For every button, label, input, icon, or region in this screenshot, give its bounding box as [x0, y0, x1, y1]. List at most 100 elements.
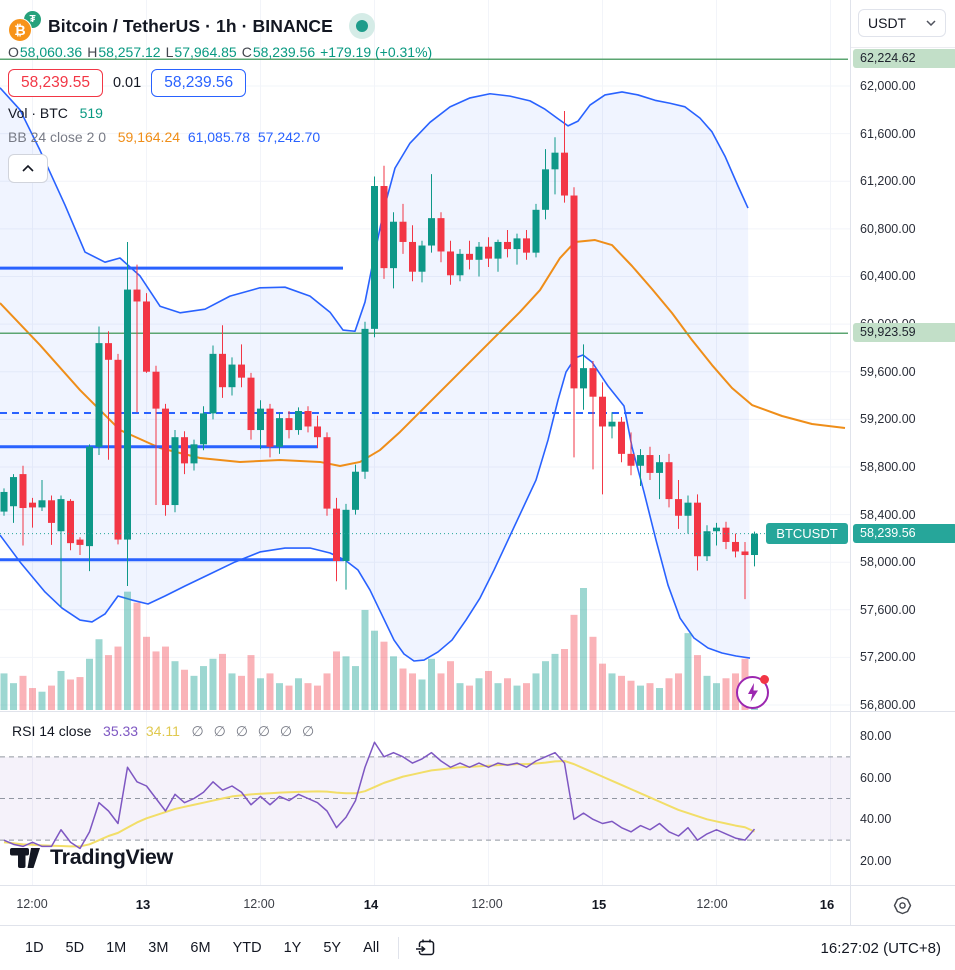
candle-body [342, 509, 350, 561]
change-value: +179.19 (+0.31%) [320, 44, 433, 60]
range-button-6m[interactable]: 6M [190, 940, 211, 956]
goto-date-button[interactable] [407, 934, 444, 962]
currency-dropdown[interactable]: USDT [858, 9, 946, 37]
buy-price-button[interactable]: 58,239.56 [151, 69, 247, 97]
open-value: 58,060.36 [19, 44, 83, 60]
range-button-5y[interactable]: 5Y [323, 940, 342, 956]
range-button-1d[interactable]: 1D [25, 940, 44, 956]
volume-bar [124, 591, 131, 710]
candle-body [333, 508, 340, 561]
range-button-1m[interactable]: 1M [106, 940, 127, 956]
volume-bar [466, 685, 473, 710]
candle-body [599, 396, 606, 427]
price-axis-label: 58,000.00 [860, 555, 916, 570]
market-status-dot[interactable] [348, 13, 375, 39]
price-axis-label: 60,400.00 [860, 269, 916, 284]
volume-bar [722, 678, 730, 710]
instant-trade-button[interactable] [736, 675, 769, 709]
candle-body [437, 218, 445, 252]
candle-body [523, 238, 530, 253]
candle-body [485, 246, 492, 259]
volume-bar [732, 673, 739, 710]
price-axis[interactable]: USDT 62,000.00 61,600.00 61,200.00 60,800.0… [850, 0, 955, 885]
range-button-1y[interactable]: 1Y [283, 940, 302, 956]
volume-bar [295, 678, 302, 710]
legend-collapse-button[interactable] [8, 154, 48, 183]
volume-bar [599, 663, 606, 710]
range-button-5d[interactable]: 5D [65, 940, 85, 956]
candle-body [361, 328, 369, 472]
symbol-title[interactable]: Bitcoin / TetherUS · 1h · BINANCE [48, 15, 333, 36]
candle-body [447, 251, 454, 276]
volume-bar [437, 673, 445, 710]
volume-bar [143, 636, 150, 710]
volume-bar [171, 661, 179, 710]
tradingview-logo[interactable]: TradingView [10, 845, 173, 870]
candle-body [456, 253, 464, 276]
rsi-axis-label: 80.00 [860, 729, 892, 743]
candle-body [352, 471, 359, 510]
volume-bar [152, 651, 160, 710]
volume-bar [247, 655, 255, 710]
clock-label[interactable]: 16:27:02 (UTC+8) [820, 939, 941, 957]
volume-bar [390, 656, 397, 710]
volume-bar [285, 685, 293, 710]
volume-bar [276, 683, 283, 710]
axis-settings-button[interactable] [884, 892, 920, 919]
volume-bar [637, 685, 644, 710]
volume-bar [38, 691, 46, 710]
volume-bar [456, 683, 464, 710]
candle-body [57, 499, 65, 532]
pane-separator[interactable] [0, 711, 955, 712]
candle-body [713, 527, 720, 532]
candle-body [380, 186, 388, 269]
time-axis[interactable]: 12:00 13 12:00 14 12:00 15 12:00 16 [0, 886, 955, 925]
volume-bar [523, 683, 530, 710]
price-axis-label: 59,600.00 [860, 364, 916, 379]
volume-bar [589, 636, 597, 710]
range-button-all[interactable]: All [363, 940, 380, 956]
candle-body [418, 245, 426, 272]
bitcoin-icon: ₿ [8, 18, 32, 42]
volume-bar [656, 688, 663, 710]
candle-body [76, 539, 84, 545]
candle-body [323, 437, 331, 509]
candle-body [238, 364, 245, 378]
candle-body [703, 531, 711, 557]
price-axis-label: 60,800.00 [860, 221, 916, 236]
time-axis-label: 12:00 [696, 897, 728, 911]
price-axis-label: 57,200.00 [860, 650, 916, 665]
volume-bar [608, 673, 616, 710]
volume-bar [333, 651, 340, 710]
bb-indicator-row[interactable]: BB 24 close 2 0 59,164.24 61,085.78 57,2… [8, 129, 432, 145]
volume-bar [342, 656, 350, 710]
volume-bar [570, 614, 578, 710]
chart-svg[interactable] [0, 0, 850, 885]
candle-body [675, 499, 682, 516]
candle-body [0, 491, 8, 512]
chart-canvas[interactable] [0, 0, 850, 885]
volume-label: Vol · BTC [8, 105, 68, 121]
lightning-icon [748, 683, 758, 702]
volume-bar [105, 655, 112, 710]
candle-body [133, 289, 141, 302]
candle-body [124, 289, 131, 540]
rsi-label: RSI 14 close [12, 723, 92, 739]
range-button-ytd[interactable]: YTD [232, 940, 262, 956]
candle-body [190, 444, 198, 464]
candle-body [67, 500, 74, 544]
rsi-indicator-row[interactable]: RSI 14 close 35.33 34.11 ∅ ∅ ∅ ∅ ∅ ∅ [12, 723, 317, 740]
volume-indicator-row[interactable]: Vol · BTC 519 [8, 105, 432, 121]
candle-body [466, 253, 473, 260]
candle-body [637, 455, 644, 466]
candle-body [684, 502, 692, 516]
range-button-3m[interactable]: 3M [148, 940, 169, 956]
candle-body [618, 421, 625, 454]
candle-body [257, 408, 264, 431]
sell-price-button[interactable]: 58,239.55 [8, 69, 103, 97]
volume-bar [10, 683, 17, 710]
volume-bar [304, 683, 312, 710]
volume-bar [675, 673, 682, 710]
time-axis-label: 12:00 [16, 897, 48, 911]
candle-body [399, 221, 407, 242]
